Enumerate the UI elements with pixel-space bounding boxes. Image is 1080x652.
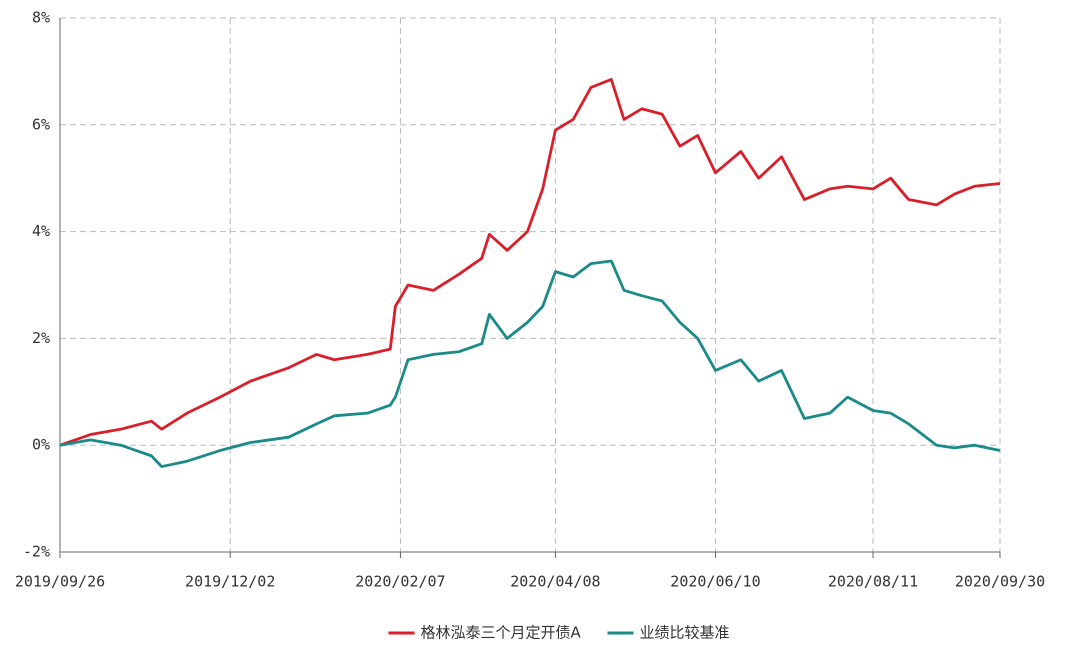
line	[59, 78, 1001, 447]
x-tick-label: 2019/12/02	[185, 573, 275, 591]
x-tick-label: 2020/09/30	[955, 573, 1045, 591]
y-tick-label: -2%	[23, 543, 50, 561]
y-tick-label: 2%	[32, 329, 50, 347]
x-tick-label: 2020/08/11	[828, 573, 918, 591]
x-tick-label: 2020/04/08	[510, 573, 600, 591]
line	[59, 259, 1001, 468]
legend-label: 业绩比较基准	[640, 624, 730, 642]
y-tick-label: 4%	[32, 222, 50, 240]
x-tick-label: 2020/02/07	[355, 573, 445, 591]
y-tick-label: 0%	[32, 436, 50, 454]
y-tick-label: 6%	[32, 115, 50, 133]
y-tick-label: 8%	[32, 9, 50, 27]
x-tick-label: 2019/09/26	[15, 573, 105, 591]
x-tick-label: 2020/06/10	[670, 573, 760, 591]
legend-label: 格林泓泰三个月定开债A	[421, 624, 582, 642]
